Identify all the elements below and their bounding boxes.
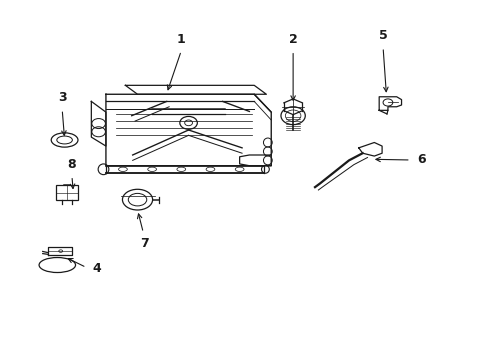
Text: 8: 8 (67, 158, 76, 171)
Text: 7: 7 (140, 237, 149, 250)
Text: 2: 2 (288, 33, 297, 46)
Bar (56, 185, 78, 200)
Text: 6: 6 (416, 153, 425, 166)
Text: 5: 5 (378, 30, 386, 42)
Text: 1: 1 (177, 33, 185, 46)
Text: 3: 3 (58, 91, 66, 104)
Text: 4: 4 (93, 262, 102, 275)
